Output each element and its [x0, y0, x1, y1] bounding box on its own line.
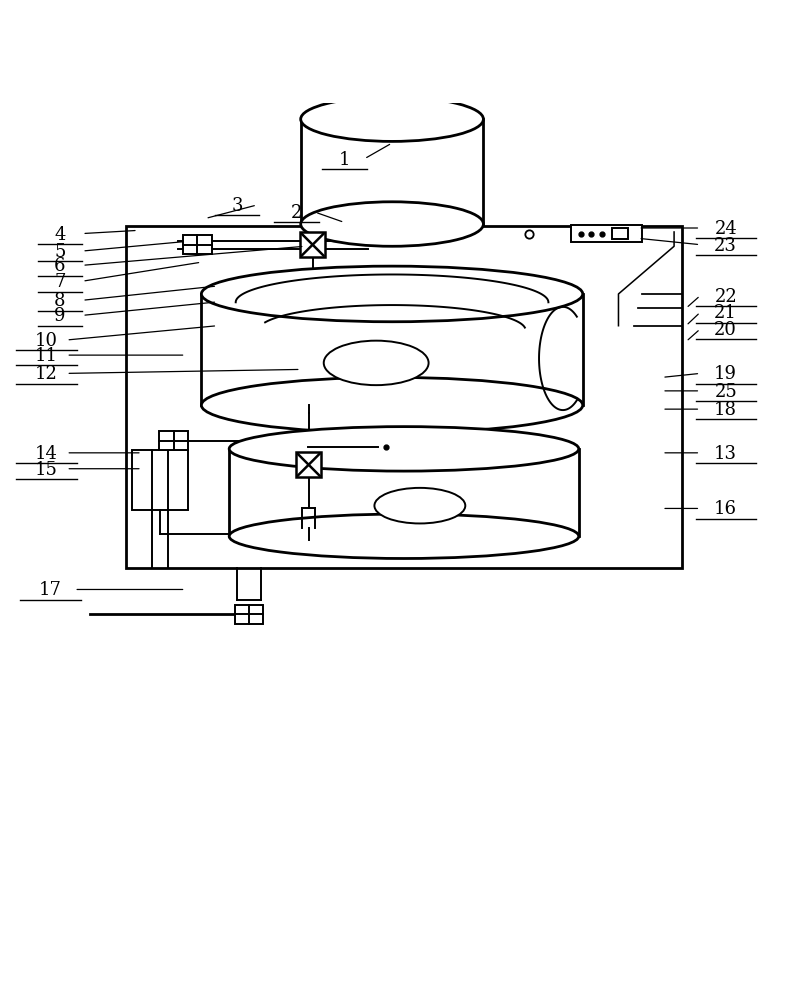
Text: 20: 20 [714, 321, 737, 339]
Polygon shape [126, 227, 682, 568]
Ellipse shape [324, 342, 429, 386]
Text: 4: 4 [54, 225, 66, 243]
Text: 14: 14 [35, 445, 58, 462]
Text: 13: 13 [714, 445, 738, 462]
Text: 2: 2 [291, 204, 302, 221]
Polygon shape [234, 605, 263, 624]
Polygon shape [571, 225, 642, 243]
Polygon shape [296, 453, 322, 478]
Text: 24: 24 [714, 219, 737, 237]
Text: 1: 1 [338, 150, 350, 168]
Text: 8: 8 [54, 292, 66, 310]
Text: 6: 6 [54, 258, 66, 276]
Ellipse shape [374, 488, 466, 524]
Ellipse shape [301, 202, 483, 247]
Polygon shape [183, 235, 212, 255]
Text: 15: 15 [35, 460, 58, 478]
Text: 22: 22 [714, 288, 737, 306]
Text: 25: 25 [714, 383, 737, 401]
Text: 10: 10 [35, 332, 58, 350]
Ellipse shape [202, 267, 582, 323]
Text: 7: 7 [54, 273, 66, 291]
Text: 3: 3 [231, 196, 243, 214]
Polygon shape [229, 450, 578, 537]
Polygon shape [159, 432, 188, 451]
Text: 23: 23 [714, 236, 737, 255]
Ellipse shape [229, 427, 578, 472]
Polygon shape [202, 295, 582, 406]
Text: 19: 19 [714, 365, 738, 383]
Text: 18: 18 [714, 401, 738, 419]
Text: 12: 12 [35, 365, 58, 383]
Polygon shape [132, 451, 188, 511]
Text: 5: 5 [54, 242, 66, 261]
Ellipse shape [202, 378, 582, 434]
Text: 21: 21 [714, 304, 737, 322]
Text: 17: 17 [39, 581, 62, 599]
Text: 16: 16 [714, 500, 738, 518]
Polygon shape [301, 120, 483, 224]
Ellipse shape [301, 98, 483, 142]
Text: 9: 9 [54, 307, 66, 325]
Ellipse shape [229, 514, 578, 559]
Polygon shape [612, 228, 628, 239]
Polygon shape [300, 232, 326, 259]
Text: 11: 11 [35, 347, 58, 365]
